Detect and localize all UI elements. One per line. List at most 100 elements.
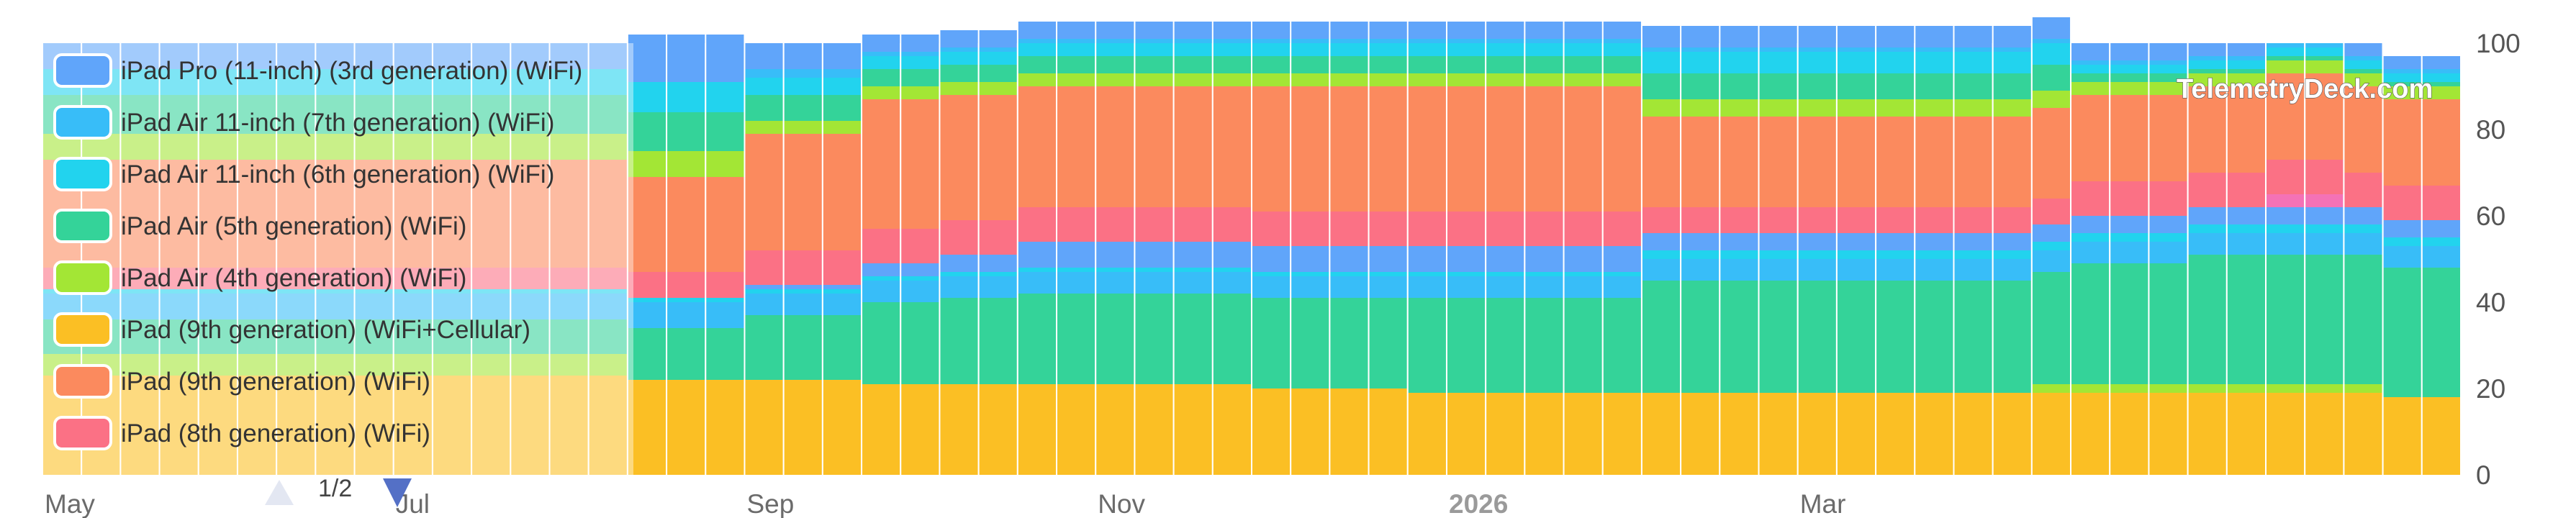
bar-segment-16-2[interactable] <box>667 328 705 380</box>
bar-segment-38-9[interactable] <box>1525 73 1563 86</box>
bar-segment-19-8[interactable] <box>785 134 822 250</box>
bar-segment-52-1[interactable] <box>2071 384 2109 393</box>
bar-segment-52-3[interactable] <box>2071 242 2109 263</box>
bar-segment-50-5[interactable] <box>1994 233 2031 250</box>
bar-segment-38-4[interactable] <box>1525 272 1563 276</box>
bar-segment-59-0[interactable] <box>2344 393 2382 475</box>
bar-segment-56-11[interactable] <box>2228 60 2265 69</box>
bar-segment-18-10[interactable] <box>745 95 782 121</box>
bar-segment-55-0[interactable] <box>2189 393 2226 475</box>
bar-segment-27-7[interactable] <box>1096 207 1134 242</box>
bar-segment-15-4[interactable] <box>628 298 666 302</box>
bar-segment-48-4[interactable] <box>1915 250 1953 259</box>
bar-segment-59-7[interactable] <box>2344 173 2382 207</box>
bar-segment-30-13[interactable] <box>1214 22 1251 39</box>
bar-segment-48-8[interactable] <box>1915 117 1953 207</box>
bar-segment-44-3[interactable] <box>1760 259 1797 281</box>
bar-segment-19-5[interactable] <box>785 285 822 289</box>
bar-segment-60-3[interactable] <box>2384 246 2421 268</box>
bar-segment-46-7[interactable] <box>1838 207 1875 233</box>
bar-segment-42-13[interactable] <box>1681 26 1719 47</box>
bar-segment-18-13[interactable] <box>745 43 782 69</box>
bar-segment-23-0[interactable] <box>940 384 977 475</box>
bar-segment-53-0[interactable] <box>2110 393 2148 475</box>
bar-segment-49-2[interactable] <box>1954 281 1992 393</box>
bar-segment-33-10[interactable] <box>1330 56 1368 73</box>
bar-segment-34-9[interactable] <box>1370 73 1407 86</box>
bar-segment-51-5[interactable] <box>2033 224 2070 242</box>
bar-segment-30-0[interactable] <box>1214 384 1251 475</box>
bar-segment-33-8[interactable] <box>1330 86 1368 212</box>
bar-segment-55-1[interactable] <box>2189 384 2226 393</box>
bar-segment-44-4[interactable] <box>1760 250 1797 259</box>
bar-segment-28-11[interactable] <box>1135 43 1172 56</box>
bar-segment-60-12[interactable] <box>2384 69 2421 73</box>
bar-segment-30-7[interactable] <box>1214 207 1251 242</box>
bar-segment-49-9[interactable] <box>1954 99 1992 117</box>
bar-segment-54-8[interactable] <box>2149 95 2187 181</box>
bar-segment-53-4[interactable] <box>2110 233 2148 242</box>
bar-segment-50-0[interactable] <box>1994 393 2031 475</box>
bar-segment-20-7[interactable] <box>823 250 861 285</box>
bar-segment-32-0[interactable] <box>1291 388 1329 475</box>
bar-segment-30-3[interactable] <box>1214 272 1251 294</box>
bar-segment-42-10[interactable] <box>1681 73 1719 99</box>
bar-segment-57-5[interactable] <box>2267 207 2304 224</box>
bar-segment-40-11[interactable] <box>1604 43 1641 56</box>
bar-segment-18-5[interactable] <box>745 285 782 289</box>
bar-segment-41-5[interactable] <box>1642 233 1680 250</box>
bar-segment-34-10[interactable] <box>1370 56 1407 73</box>
bar-segment-32-12[interactable] <box>1291 39 1329 43</box>
bar-segment-19-12[interactable] <box>785 69 822 78</box>
bar-segment-26-8[interactable] <box>1057 86 1095 207</box>
bar-segment-37-13[interactable] <box>1486 22 1524 39</box>
bar-segment-36-2[interactable] <box>1447 298 1485 393</box>
bar-segment-29-7[interactable] <box>1175 207 1212 242</box>
bar-segment-17-13[interactable] <box>706 35 744 82</box>
bar-segment-43-3[interactable] <box>1720 259 1758 281</box>
bar-segment-50-7[interactable] <box>1994 207 2031 233</box>
bar-segment-56-12[interactable] <box>2228 56 2265 60</box>
bar-segment-15-9[interactable] <box>628 151 666 177</box>
bar-segment-43-2[interactable] <box>1720 281 1758 393</box>
bar-segment-52-13[interactable] <box>2071 43 2109 60</box>
bar-segment-26-7[interactable] <box>1057 207 1095 242</box>
bar-segment-44-2[interactable] <box>1760 281 1797 393</box>
bar-segment-47-0[interactable] <box>1876 393 1914 475</box>
bar-segment-47-3[interactable] <box>1876 259 1914 281</box>
bar-segment-32-7[interactable] <box>1291 212 1329 246</box>
bar-segment-19-10[interactable] <box>785 95 822 121</box>
bar-segment-39-8[interactable] <box>1565 86 1602 212</box>
bar-segment-33-11[interactable] <box>1330 43 1368 56</box>
bar-segment-20-4[interactable] <box>823 289 861 294</box>
bar-segment-29-9[interactable] <box>1175 73 1212 86</box>
bar-segment-32-11[interactable] <box>1291 43 1329 56</box>
bar-segment-39-7[interactable] <box>1565 212 1602 246</box>
bar-segment-50-13[interactable] <box>1994 26 2031 47</box>
bar-segment-36-11[interactable] <box>1447 43 1485 56</box>
bar-segment-25-8[interactable] <box>1018 86 1056 207</box>
bar-segment-49-8[interactable] <box>1954 117 1992 207</box>
bar-segment-26-0[interactable] <box>1057 384 1095 475</box>
bar-segment-21-11[interactable] <box>862 56 900 69</box>
bar-segment-58-0[interactable] <box>2305 393 2343 475</box>
bar-segment-58-7[interactable] <box>2305 160 2343 194</box>
bar-segment-61-5[interactable] <box>2423 220 2460 237</box>
bar-segment-58-6[interactable] <box>2305 194 2343 207</box>
bar-segment-28-2[interactable] <box>1135 294 1172 384</box>
bar-segment-54-13[interactable] <box>2149 43 2187 60</box>
bar-segment-37-0[interactable] <box>1486 393 1524 475</box>
bar-segment-56-4[interactable] <box>2228 224 2265 233</box>
bar-segment-52-10[interactable] <box>2071 73 2109 82</box>
bar-segment-44-9[interactable] <box>1760 99 1797 117</box>
bar-segment-52-5[interactable] <box>2071 216 2109 233</box>
bar-segment-25-3[interactable] <box>1018 272 1056 294</box>
bar-segment-18-7[interactable] <box>745 250 782 285</box>
bar-segment-29-8[interactable] <box>1175 86 1212 207</box>
bar-segment-23-12[interactable] <box>940 47 977 52</box>
bar-segment-25-13[interactable] <box>1018 22 1056 39</box>
bar-segment-31-11[interactable] <box>1252 43 1290 56</box>
bar-segment-36-10[interactable] <box>1447 56 1485 73</box>
bar-segment-52-9[interactable] <box>2071 82 2109 95</box>
bar-segment-35-0[interactable] <box>1409 393 1446 475</box>
